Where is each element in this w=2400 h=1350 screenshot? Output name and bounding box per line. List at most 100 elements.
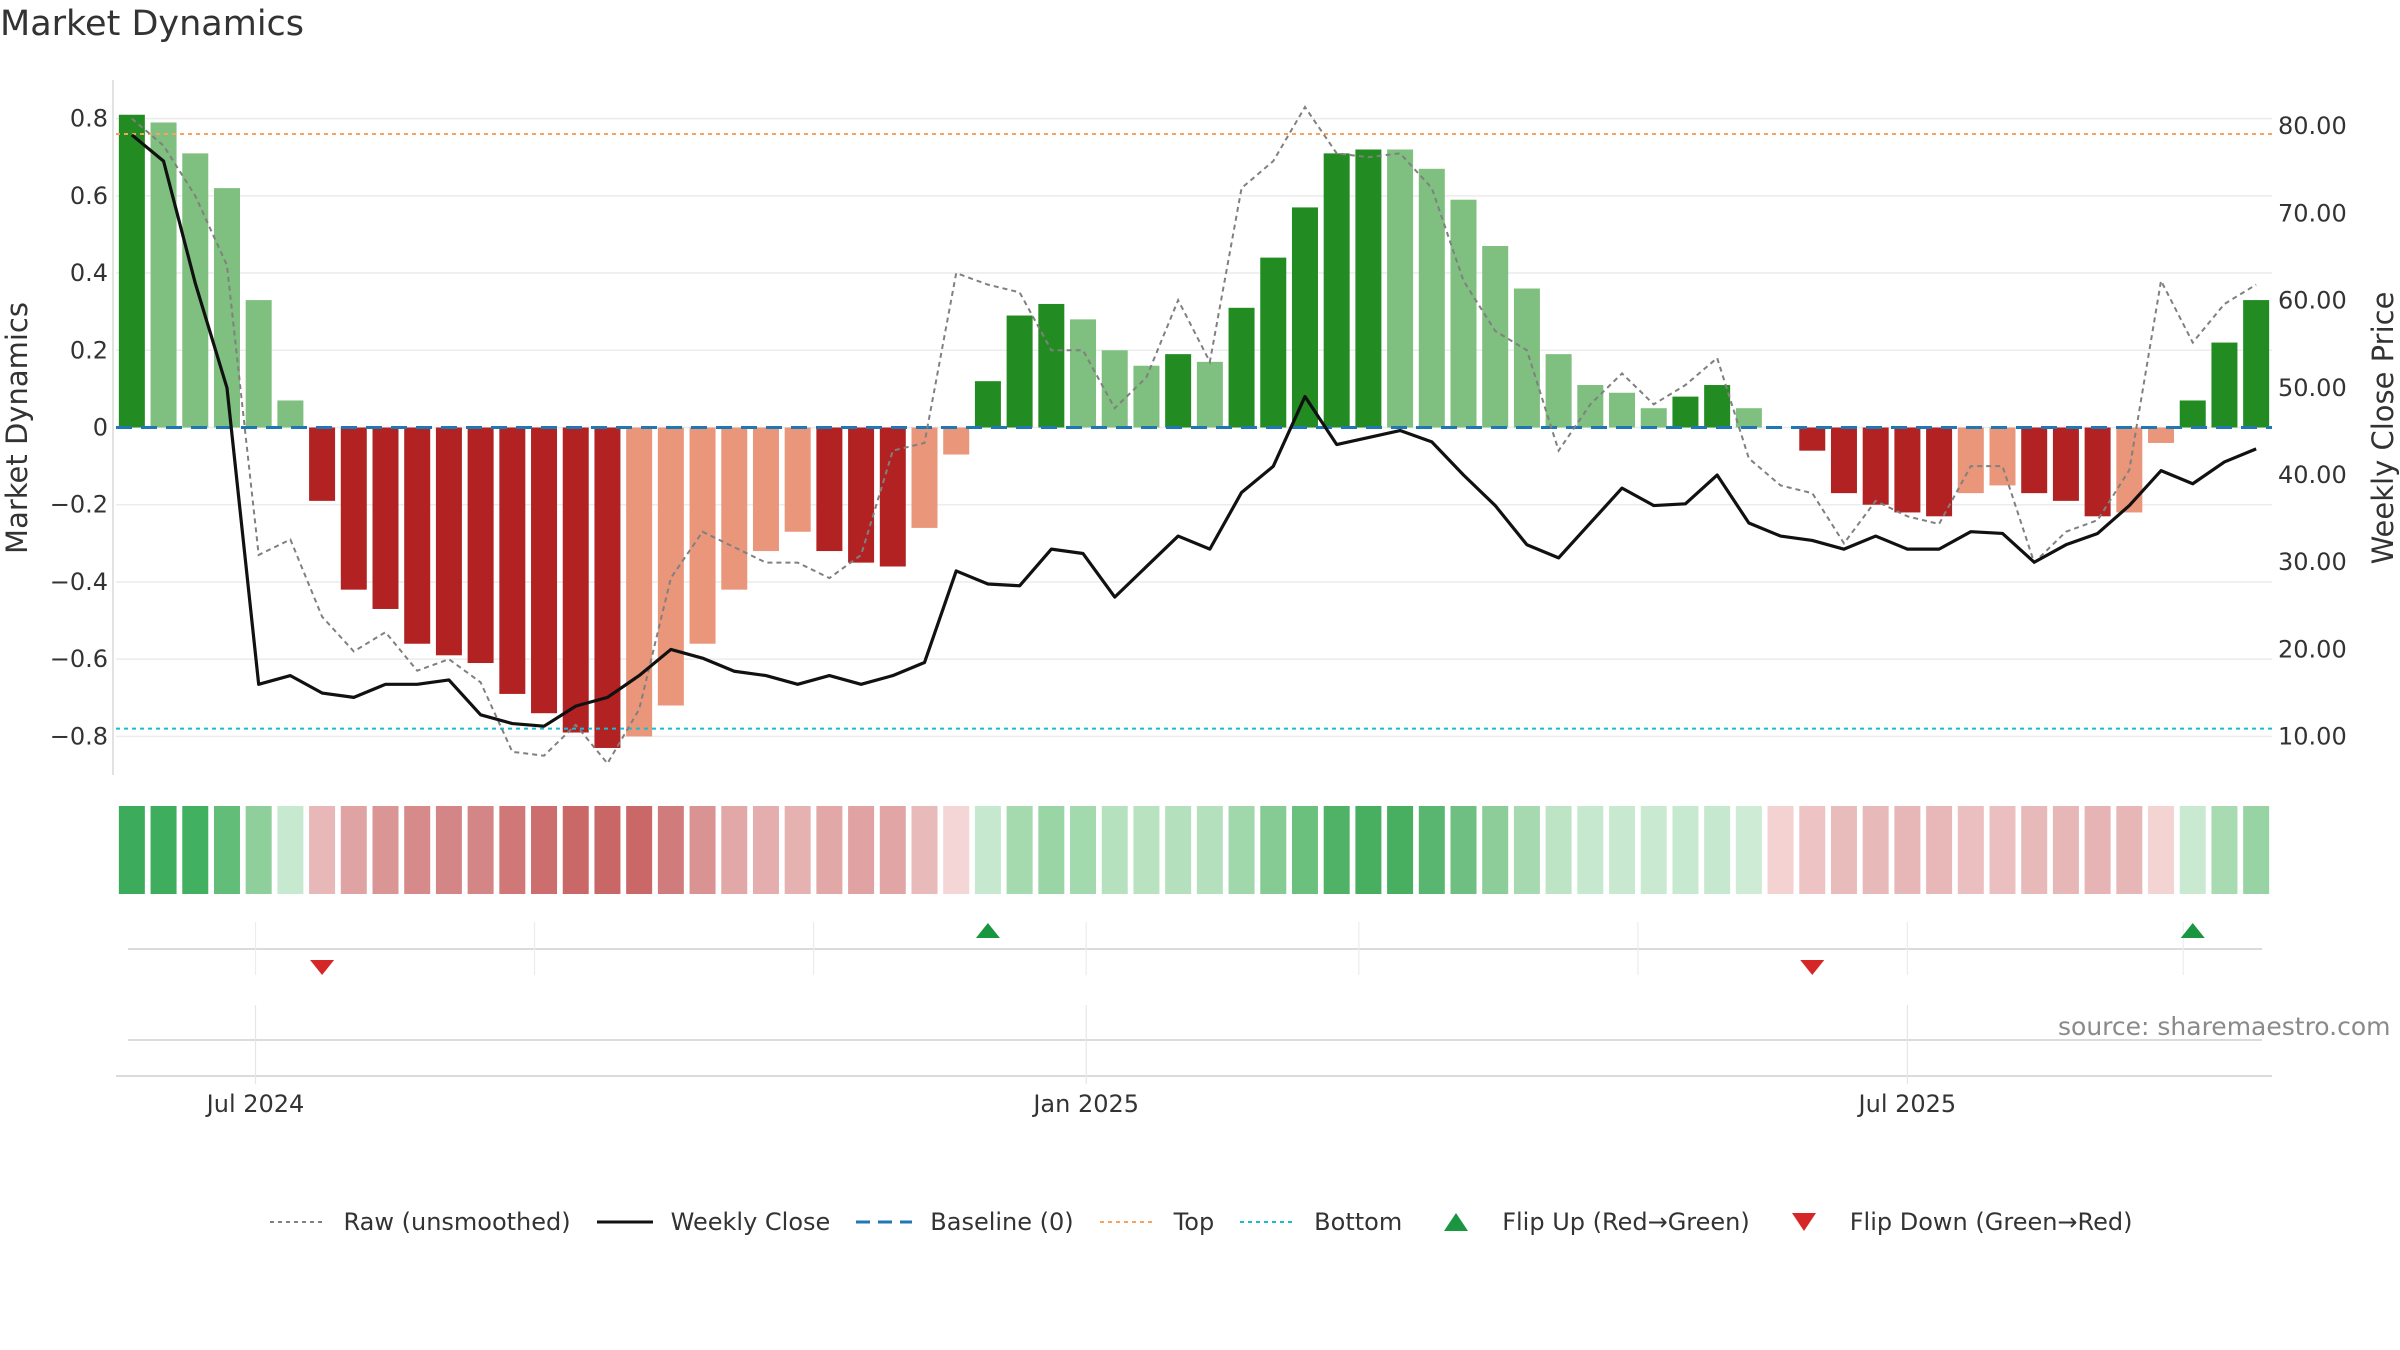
strip-cell — [2211, 806, 2238, 894]
dynamics-bar — [1418, 168, 1445, 428]
dynamics-bar — [2148, 427, 2175, 443]
dynamics-bar — [182, 153, 209, 428]
dynamics-bar — [499, 427, 526, 694]
strip-cell — [1291, 806, 1318, 894]
strip-cell — [435, 806, 462, 894]
dynamics-bars — [118, 114, 2270, 748]
legend-label-bottom: Bottom — [1314, 1208, 1403, 1236]
flip-down-marker — [310, 960, 335, 975]
strip-cell — [1323, 806, 1350, 894]
strip-cell — [626, 806, 653, 894]
dynamics-bar — [1038, 303, 1065, 428]
dynamics-bar — [2179, 400, 2206, 428]
dynamics-bar — [879, 427, 906, 567]
strip-cell — [2179, 806, 2206, 894]
y-tick-label: −0.4 — [50, 568, 108, 596]
strip-cell — [1482, 806, 1509, 894]
y2-tick-label: 30.00 — [2278, 548, 2347, 576]
y2-axis-title: Weekly Close Price — [2366, 292, 2400, 565]
dynamics-bar — [1735, 408, 1762, 428]
legend-label-raw: Raw (unsmoothed) — [343, 1208, 571, 1236]
dynamics-bar — [150, 122, 177, 428]
y-tick-label: 0.8 — [70, 105, 108, 133]
strip-cell — [848, 806, 875, 894]
dynamics-bar — [1926, 427, 1953, 517]
y-tick-label: −0.2 — [50, 491, 108, 519]
dynamics-bar — [752, 427, 779, 552]
source-note: source: sharemaestro.com — [2058, 1012, 2391, 1041]
dynamics-bar — [2084, 427, 2111, 517]
strip-cell — [657, 806, 684, 894]
dynamics-bar — [1704, 385, 1731, 428]
dynamics-bar — [2211, 342, 2238, 428]
dynamics-bar — [626, 427, 653, 737]
strip-cell — [467, 806, 494, 894]
strip-cell — [118, 806, 145, 894]
strip-cell — [943, 806, 970, 894]
legend-item-close: Weekly Close — [595, 1207, 831, 1237]
dynamics-bar — [1545, 354, 1572, 428]
strip-cell — [1038, 806, 1065, 894]
legend-label-flip-down: Flip Down (Green→Red) — [1849, 1208, 2133, 1236]
legend-item-top: Top — [1098, 1207, 1215, 1237]
strip-cell — [1609, 806, 1636, 894]
dynamics-bar — [1006, 315, 1033, 428]
strip-cell — [1355, 806, 1382, 894]
dynamics-bar — [435, 427, 462, 656]
legend-item-raw: Raw (unsmoothed) — [268, 1207, 571, 1237]
legend-item-baseline: Baseline (0) — [854, 1207, 1074, 1237]
y2-tick-label: 50.00 — [2278, 374, 2347, 402]
legend-label-top: Top — [1173, 1208, 1215, 1236]
strip-cell — [531, 806, 558, 894]
strip-cell — [689, 806, 716, 894]
x-tick-label: Jan 2025 — [1031, 1090, 1139, 1118]
series-lines — [130, 105, 2257, 766]
green-up-triangle-icon — [1444, 1213, 1469, 1231]
dynamics-bar — [118, 114, 145, 428]
chart-title: Market Dynamics — [0, 4, 305, 44]
dynamics-bar — [1672, 396, 1699, 428]
strip-cell — [1196, 806, 1223, 894]
dynamics-bar — [1387, 149, 1414, 428]
y-tick-label: 0.6 — [70, 182, 108, 210]
strip-cell — [1989, 806, 2016, 894]
legend-item-flip-down: Flip Down (Green→Red) — [1774, 1207, 2133, 1237]
strip-cell — [752, 806, 779, 894]
strip-cell — [1862, 806, 1889, 894]
strip-cell — [277, 806, 304, 894]
dynamics-bar — [1450, 199, 1477, 428]
dynamics-bar — [1799, 427, 1826, 451]
dynamics-bar — [943, 427, 970, 455]
heat-strip — [118, 806, 2270, 894]
strip-cell — [499, 806, 526, 894]
weekly-close-line — [130, 133, 2257, 728]
y2-tick-label: 70.00 — [2278, 199, 2347, 227]
flip-up-marker — [975, 923, 1000, 938]
strip-cell — [340, 806, 367, 894]
dynamics-bar — [245, 300, 272, 428]
strip-cell — [2084, 806, 2111, 894]
strip-cell — [1513, 806, 1540, 894]
dynamics-bar — [2021, 427, 2048, 494]
dynamics-bar — [340, 427, 367, 590]
dynamics-bar — [1196, 361, 1223, 428]
dynamics-bar — [404, 427, 431, 644]
strip-cell — [879, 806, 906, 894]
reference-lines — [116, 133, 2272, 730]
dynamics-bar — [1228, 307, 1255, 428]
y2-tick-label: 60.00 — [2278, 287, 2347, 315]
y2-tick-label: 80.00 — [2278, 112, 2347, 140]
strip-cell — [1735, 806, 1762, 894]
dynamics-bar — [721, 427, 748, 590]
dotted-cyan-line-icon — [1240, 1221, 1297, 1223]
dynamics-bar — [1513, 288, 1540, 428]
dynamics-bar — [309, 427, 336, 501]
strip-cell — [1101, 806, 1128, 894]
x-tick-label: Jul 2025 — [1857, 1090, 1957, 1118]
legend-label-close: Weekly Close — [670, 1208, 831, 1236]
y2-tick-label: 40.00 — [2278, 461, 2347, 489]
strip-cell — [1640, 806, 1667, 894]
dynamics-bar — [1260, 257, 1287, 428]
strip-cell — [594, 806, 621, 894]
